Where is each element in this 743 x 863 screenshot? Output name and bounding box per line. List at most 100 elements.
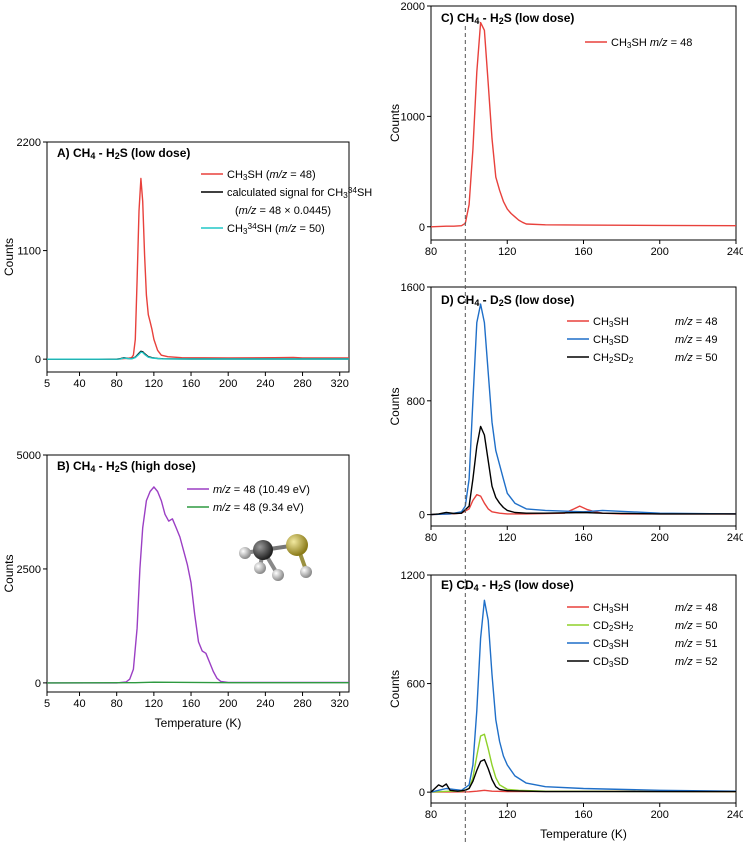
x-tick-label-A: 5 [44, 378, 50, 390]
x-tick-label-A: 240 [256, 378, 274, 390]
series-line-E-2 [431, 599, 736, 793]
y-axis-title-C: Counts [388, 104, 402, 142]
x-tick-label-E: 120 [498, 809, 516, 821]
legend-B: m/z = 48 (10.49 eV) m/z = 48 (9.34 eV) [187, 484, 310, 514]
y-axis-title-A: Counts [2, 238, 16, 276]
legend-mz-D-2: m/z = 50 [675, 352, 718, 364]
x-tick-label-C: 240 [727, 246, 743, 258]
panel-A: 5 40 80 120 160 200 240 280 320 0 1100 2200 Counts A)… [2, 137, 372, 390]
legend-label-B-1: m/z = 48 (9.34 eV) [213, 502, 304, 514]
y-axis-title-E: Counts [388, 670, 402, 708]
x-tick-label-B: 320 [331, 698, 349, 710]
panel-title-C: C) CH4 - H2S (low dose) [441, 11, 574, 26]
x-tick-label-A: 200 [219, 378, 237, 390]
legend-mz-E-3: m/z = 52 [675, 656, 718, 668]
panel-title-D: D) CH4 - D2S (low dose) [441, 293, 574, 308]
methanethiol-molecule-model [239, 534, 312, 581]
x-tick-label-A: 160 [182, 378, 200, 390]
y-axis-title-D: Counts [388, 387, 402, 425]
series-line-B-1 [47, 681, 349, 684]
panel-C: 80 120 160 200 240 0 1000 2000 Counts C) CH4 - H2… [388, 1, 743, 258]
series-line-E-3 [431, 758, 736, 793]
x-tick-label-E: 80 [425, 809, 437, 821]
y-tick-label-D: 0 [419, 510, 425, 522]
x-tick-label-D: 120 [498, 532, 516, 544]
legend-mz-D-1: m/z = 49 [675, 334, 718, 346]
molecule-h-atom [239, 547, 251, 559]
legend-label-E-2: CD3SH [593, 638, 629, 651]
x-tick-label-B: 200 [219, 698, 237, 710]
y-tick-label-C: 0 [419, 222, 425, 234]
y-tick-label-A: 2200 [17, 137, 41, 149]
legend-label-D-2: CH2SD2 [593, 352, 634, 365]
panels-layer: 5 40 80 120 160 200 240 280 320 0 1100 2200 Counts A)… [2, 1, 743, 841]
series-line-D-1 [431, 303, 736, 516]
legend-label-E-1: CD2SH2 [593, 620, 634, 633]
molecule-h-atom [254, 562, 266, 574]
molecule-s-atom [286, 534, 308, 556]
y-axis-title-B: Counts [2, 554, 16, 592]
molecule-c-atom [253, 540, 273, 560]
x-tick-label-A: 280 [293, 378, 311, 390]
y-tick-label-A: 1100 [17, 246, 41, 258]
y-tick-label-E: 1200 [401, 570, 425, 582]
panel-title-E: E) CD4 - H2S (low dose) [441, 578, 574, 593]
series-line-E-1 [431, 733, 736, 793]
panel-E: 80 120 160 200 240 0 600 1200 Counts Temperature … [388, 570, 743, 841]
x-tick-label-E: 200 [651, 809, 669, 821]
legend-label-D-1: CH3SD [593, 334, 629, 347]
legend-A: CH3SH (m/z = 48) calculated signal for CH… [201, 169, 372, 236]
x-tick-label-C: 120 [498, 246, 516, 258]
x-tick-label-E: 240 [727, 809, 743, 821]
legend-E: CH3SH m/z = 48 CD2SH2 m/z = 50 CD3SH m/z = 51… [567, 602, 718, 669]
x-tick-label-B: 5 [44, 698, 50, 710]
y-tick-label-E: 600 [407, 679, 425, 691]
molecule-h-atom [272, 569, 284, 581]
x-tick-label-B: 120 [145, 698, 163, 710]
x-tick-label-D: 160 [574, 532, 592, 544]
y-tick-label-B: 2500 [17, 564, 41, 576]
legend-label-A-1: calculated signal for CH334SH [227, 186, 372, 200]
legend-mz-E-2: m/z = 51 [675, 638, 718, 650]
legend-label-C-0: CH3SH m/z = 48 [611, 37, 692, 50]
x-tick-label-D: 200 [651, 532, 669, 544]
y-tick-label-B: 0 [35, 678, 41, 690]
panel-D: 80 120 160 200 240 0 800 1600 Counts D) CH4 - D2S… [388, 282, 743, 544]
series-line-B-0 [47, 486, 349, 684]
legend-C: CH3SH m/z = 48 [585, 37, 692, 50]
x-tick-label-C: 200 [651, 246, 669, 258]
molecule-h-atom [300, 566, 312, 578]
x-tick-label-C: 160 [574, 246, 592, 258]
legend-D: CH3SH m/z = 48 CH3SD m/z = 49 CH2SD2 m/z = 50 [567, 316, 718, 365]
y-tick-label-C: 1000 [401, 111, 425, 123]
y-tick-label-D: 800 [407, 396, 425, 408]
legend-label-A-2: (m/z = 48 × 0.0445) [235, 205, 331, 217]
series-line-A-2 [47, 351, 349, 360]
x-tick-label-B: 160 [182, 698, 200, 710]
plot-frame-B [46, 454, 350, 693]
legend-label-E-3: CD3SD [593, 656, 629, 669]
x-axis-title-B: Temperature (K) [155, 716, 242, 730]
x-tick-label-C: 80 [425, 246, 437, 258]
series-line-D-2 [431, 425, 736, 516]
legend-label-E-0: CH3SH [593, 602, 629, 615]
x-tick-label-A: 80 [111, 378, 123, 390]
x-tick-label-D: 240 [727, 532, 743, 544]
legend-mz-E-0: m/z = 48 [675, 602, 718, 614]
legend-label-D-0: CH3SH [593, 316, 629, 329]
x-tick-label-E: 160 [574, 809, 592, 821]
x-tick-label-B: 280 [293, 698, 311, 710]
y-tick-label-B: 5000 [17, 450, 41, 462]
y-tick-label-A: 0 [35, 354, 41, 366]
x-tick-label-A: 40 [73, 378, 85, 390]
x-tick-label-D: 80 [425, 532, 437, 544]
legend-mz-D-0: m/z = 48 [675, 316, 718, 328]
panel-title-A: A) CH4 - H2S (low dose) [57, 146, 190, 161]
x-tick-label-A: 320 [331, 378, 349, 390]
panel-B: 5 40 80 120 160 200 240 280 320 0 2500 5000 Counts Te… [2, 450, 350, 730]
x-axis-title-E: Temperature (K) [540, 827, 627, 841]
plot-frame-A [46, 141, 350, 373]
y-tick-label-D: 1600 [401, 282, 425, 294]
x-tick-label-B: 40 [73, 698, 85, 710]
